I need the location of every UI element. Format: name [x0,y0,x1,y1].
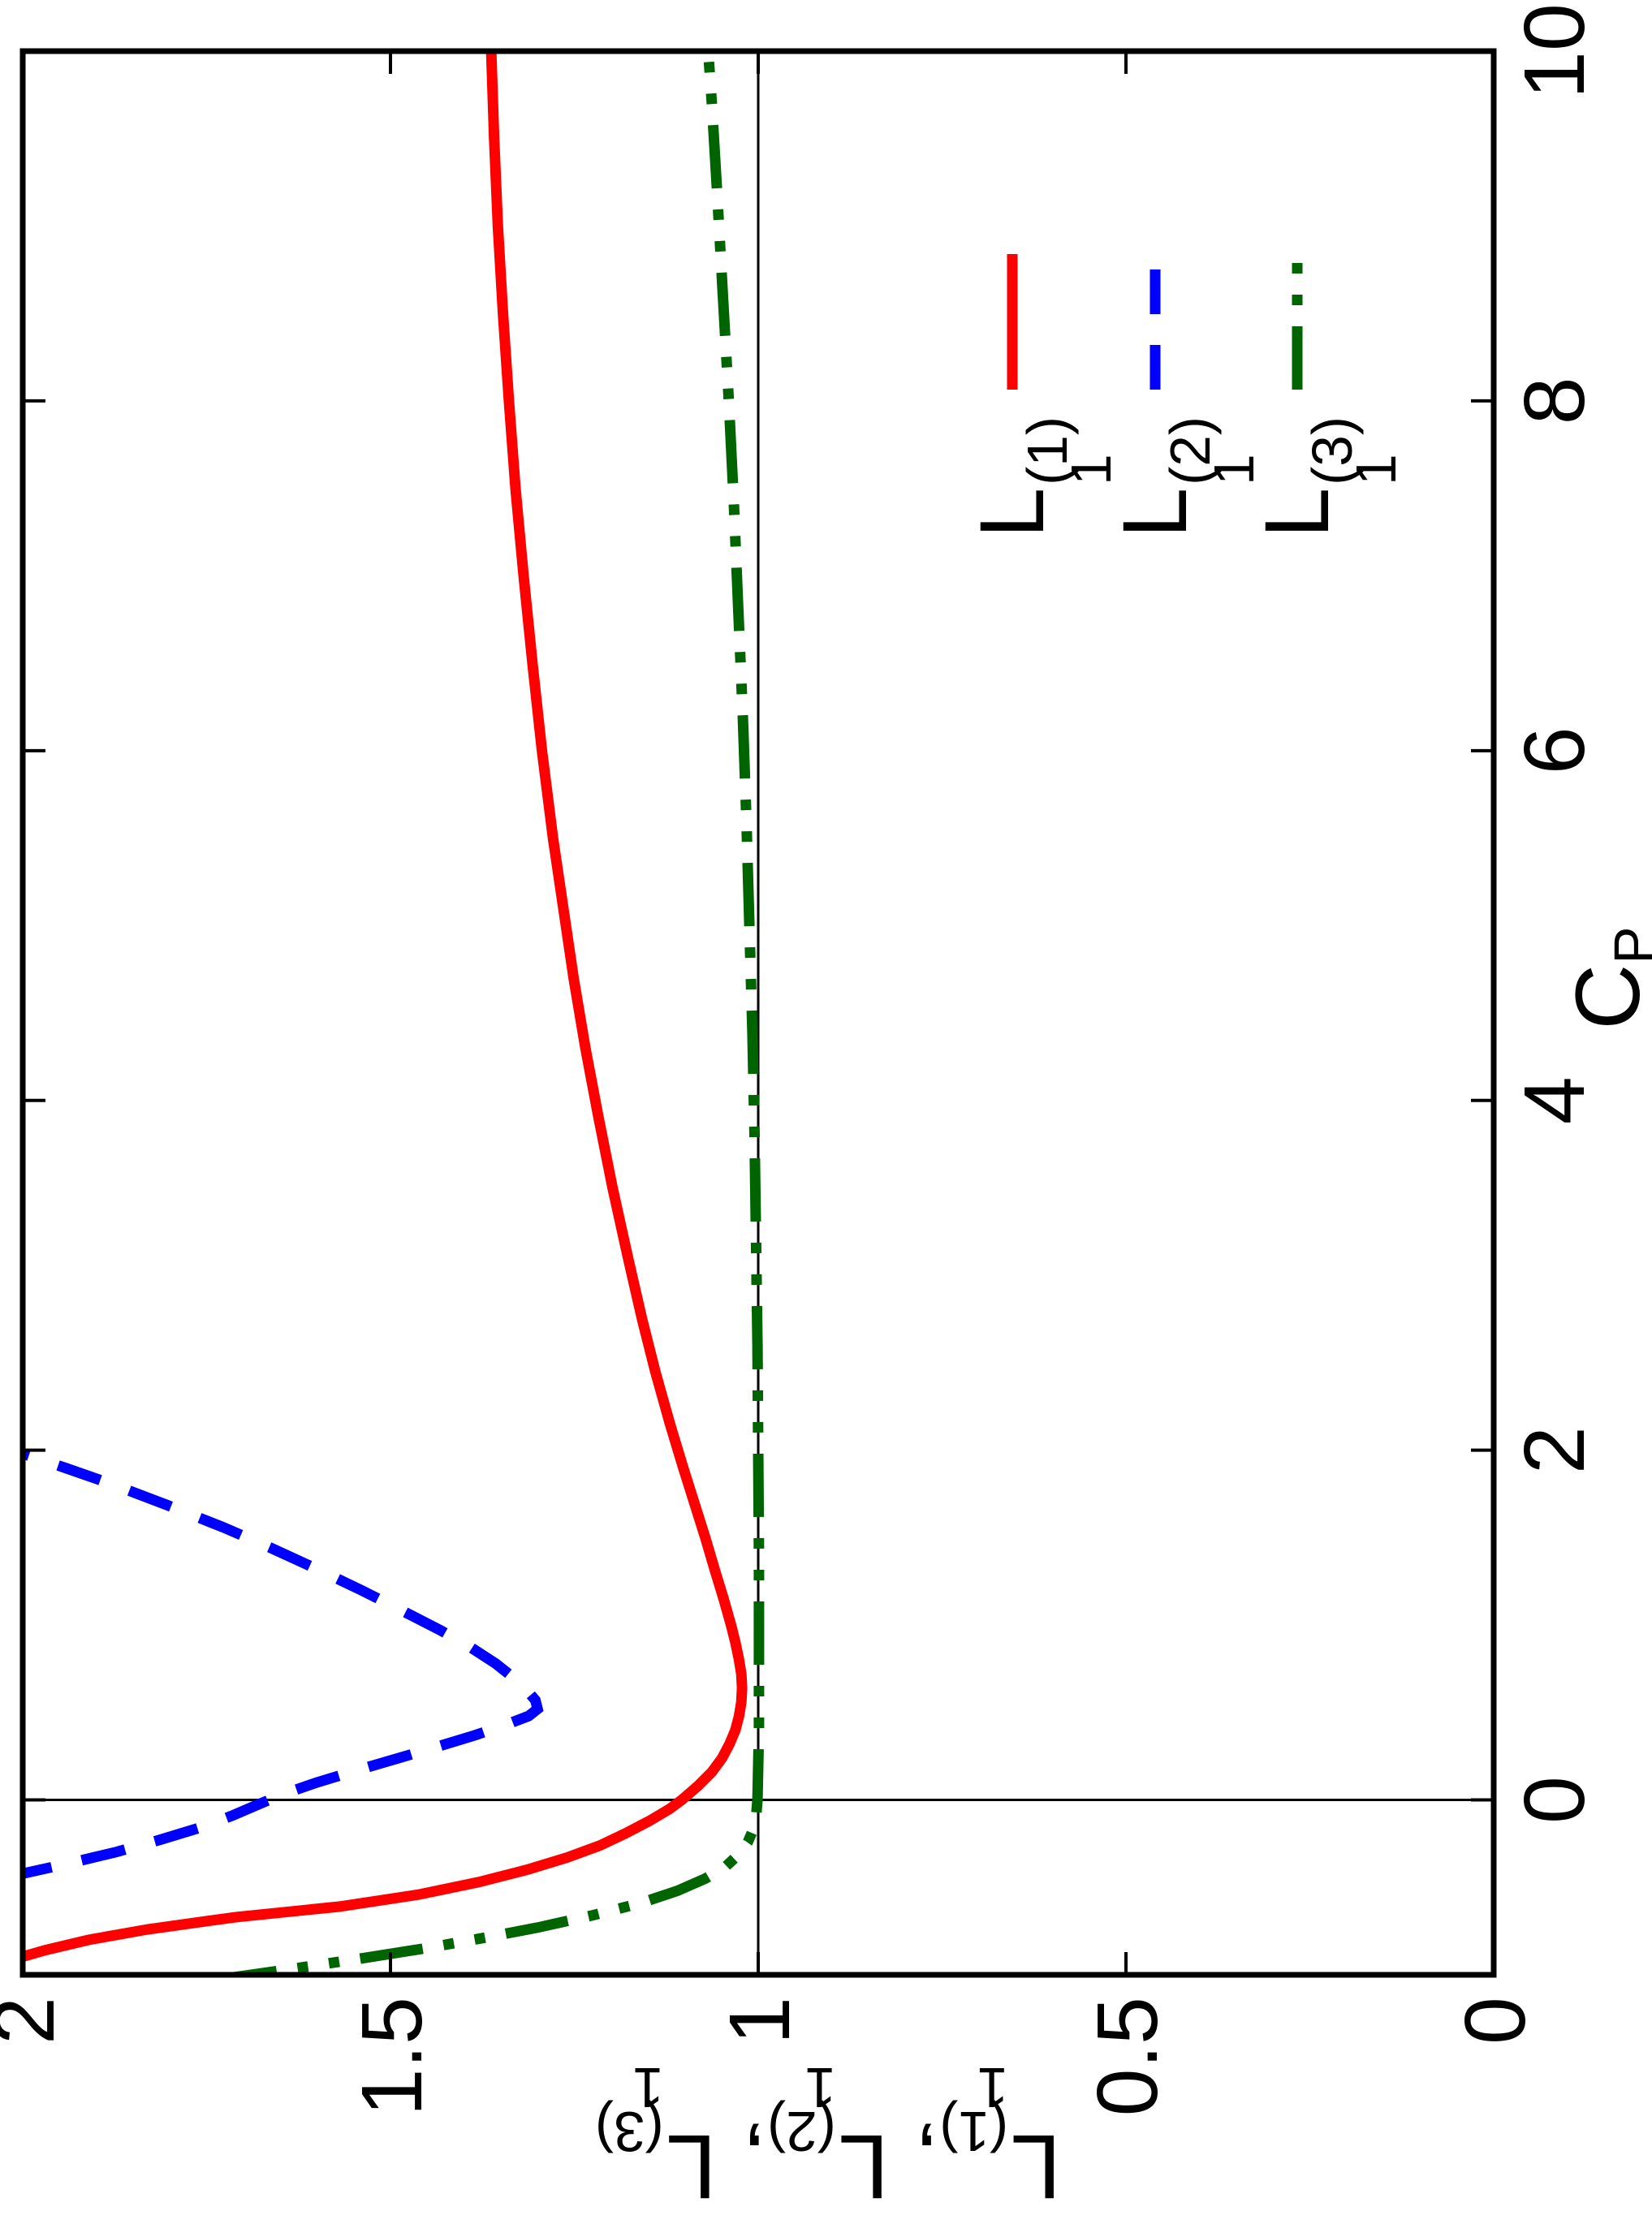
y-axis-tick-label: 0.5 [1080,1997,1175,2117]
y-axis-tick-label: 2 [0,1997,72,2192]
series-line-2 [23,1439,544,1882]
x-axis-tick-label: 2 [1507,1426,1602,1475]
y-axis-title: L (1) 1, L (2) 1, L (3) 1 [595,2056,1061,2218]
y-axis-tick-label: 0 [1447,1997,1543,2045]
legend-label-series-2: L (2) 1 [1104,416,1266,538]
x-axis-tick-label: 10 [1507,3,1602,99]
x-axis-title-text: C [1557,963,1652,1030]
y-axis-tick-label: 1 [712,1997,808,2045]
x-axis-title: CP [1557,926,1652,1029]
y-axis-title-term-3: L (3) 1 [594,2055,717,2218]
x-axis-tick-label: 8 [1507,377,1602,425]
legend-label-series-1: L (1) 1 [961,416,1124,538]
y-axis-title-term-1: L (1) 1 [939,2055,1062,2218]
y-axis-title-separator: , [888,2116,940,2218]
x-axis-title-subscript: P [1602,926,1652,963]
x-axis-tick-label: 4 [1507,1076,1602,1125]
series-line-3 [213,51,765,1975]
x-axis-tick-label: 0 [1507,1776,1602,1825]
y-axis-tick-label: 1.5 [344,1997,440,2117]
x-axis-tick-label: 6 [1507,726,1602,775]
series-line-1 [23,51,748,1967]
legend-label-series-3: L (3) 1 [1246,416,1408,538]
